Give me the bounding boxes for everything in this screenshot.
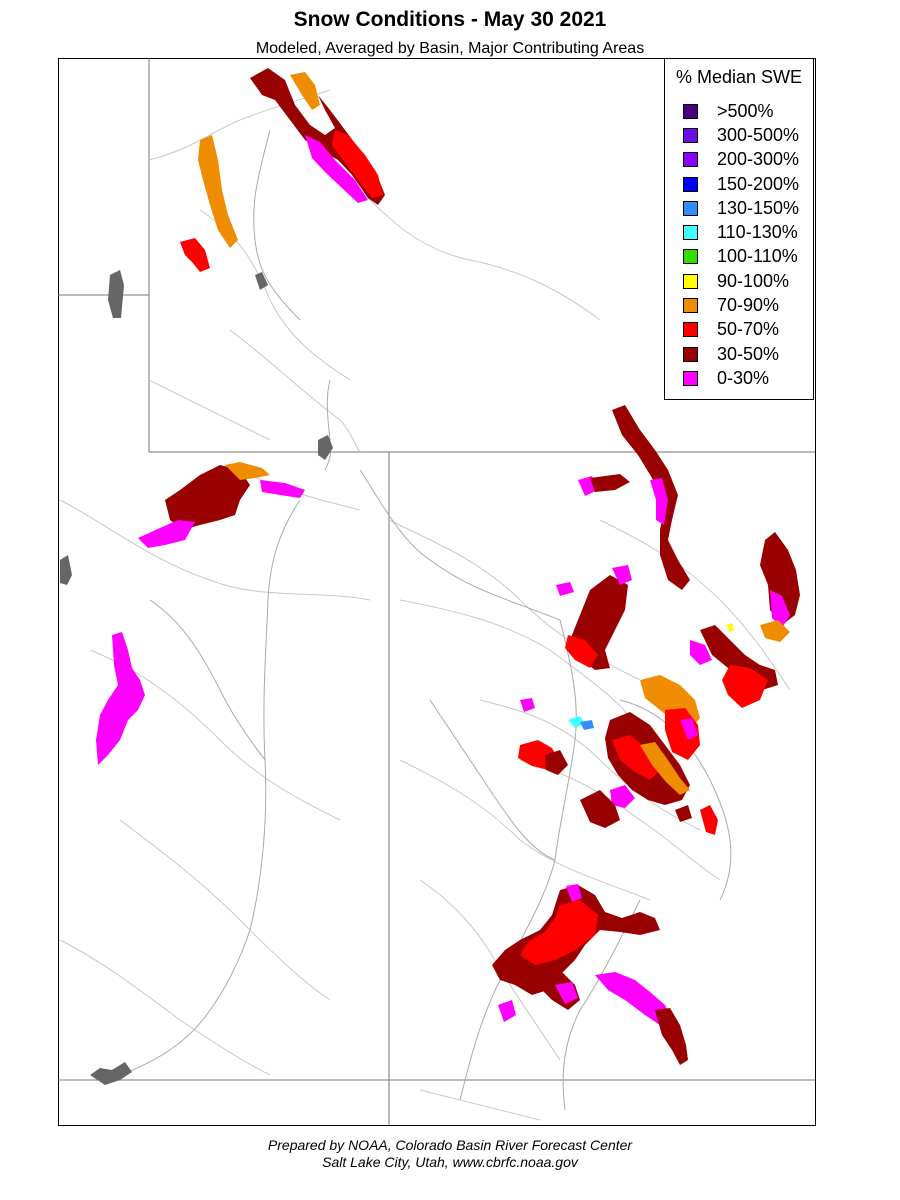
legend-label: 300-500%: [717, 124, 800, 145]
legend-swatch: [683, 152, 698, 168]
snow-region-central-west-0-30: [138, 520, 195, 548]
snow-region-90-100: [727, 623, 734, 632]
legend-swatch: [683, 200, 698, 216]
legend-item: 0-30%: [683, 366, 799, 390]
snow-region-se-strip-50-70: [700, 805, 718, 835]
water-bodies: [60, 270, 333, 1085]
snow-region-nw-strip-50-70: [180, 238, 210, 272]
legend-swatch: [683, 346, 698, 362]
snow-regions: [96, 68, 800, 1065]
legend-swatch: [683, 176, 698, 192]
snow-region-west-0-30: [96, 632, 145, 765]
legend-label: 50-70%: [717, 319, 780, 340]
snow-region-central-west-70-90: [225, 462, 270, 480]
snow-region-east-ridge-30-50: [612, 405, 690, 590]
legend-label: 130-150%: [717, 197, 800, 218]
legend-swatch: [683, 370, 698, 386]
snow-region-ce-upper-0-30b: [556, 582, 574, 596]
snow-region-ce-upper-50-70: [565, 635, 598, 668]
basin-boundaries: [59, 89, 791, 1121]
map-footer: Prepared by NOAA, Colorado Basin River F…: [0, 1137, 900, 1171]
legend-swatch: [683, 273, 698, 289]
snow-region-se-strip-30-50: [675, 805, 692, 822]
map-subtitle: Modeled, Averaged by Basin, Major Contri…: [255, 40, 645, 57]
legend-swatch: [683, 322, 698, 338]
snow-region-ne-0-30: [770, 590, 790, 628]
legend-label: 30-50%: [717, 343, 780, 364]
snow-region-ce-mid-0-30b: [610, 785, 635, 808]
snow-region-central-west-0-30b: [260, 480, 305, 498]
snow-region-south-0-30d: [498, 1000, 516, 1022]
legend-label: 110-130%: [717, 222, 798, 243]
snow-region-south-0-30b: [595, 972, 672, 1025]
legend-swatch: [683, 298, 698, 314]
legend-title: % Median SWE: [675, 67, 803, 87]
map-legend: % Median SWE >500% 300-500% 200-300% 150-20…: [664, 58, 814, 400]
legend-item: 70-90%: [683, 293, 799, 317]
legend-label: 100-110%: [717, 246, 798, 267]
legend-label: >500%: [717, 100, 774, 121]
legend-item: 100-110%: [683, 245, 799, 269]
snow-region-south-50-70: [520, 900, 598, 965]
snow-region-south-30-50b: [655, 1008, 688, 1065]
legend-swatch: [683, 127, 698, 143]
legend-item: 200-300%: [683, 148, 799, 172]
legend-item: 110-130%: [683, 220, 799, 244]
snow-region-wc-0-30: [520, 698, 535, 712]
legend-item: 50-70%: [683, 318, 799, 342]
snow-region-ne-0-30b: [690, 640, 712, 665]
snow-region-ce-mid-70-90b: [640, 742, 690, 795]
snow-region-130-150: [580, 720, 594, 730]
legend-swatch: [683, 225, 698, 241]
snow-region-ne-30-50: [760, 532, 800, 625]
legend-item: 30-50%: [683, 342, 799, 366]
legend-label: 200-300%: [717, 149, 800, 170]
snow-region-north-ridge-0-30: [305, 135, 368, 203]
legend-label: 0-30%: [717, 367, 770, 388]
snow-region-ce-upper-0-30: [612, 565, 632, 585]
snow-region-nw-strip-70-90: [198, 135, 238, 248]
legend-label: 150-200%: [717, 173, 800, 194]
snow-region-wc-30-50: [545, 750, 568, 775]
map-title: Snow Conditions - May 30 2021: [293, 8, 607, 31]
state-boundaries: [58, 58, 815, 1125]
snow-region-east-ridge-30-50b: [590, 474, 630, 492]
footer-credit: Prepared by NOAA, Colorado Basin River F…: [267, 1137, 633, 1153]
rivers: [119, 129, 732, 1111]
snow-region-ce-mid-0-30: [680, 718, 698, 740]
legend-item: 90-100%: [683, 269, 799, 293]
legend-list: >500% 300-500% 200-300% 150-200% 130-150% 110…: [683, 99, 799, 391]
snow-region-south-0-30c: [555, 982, 578, 1004]
legend-label: 70-90%: [717, 295, 780, 316]
snow-region-east-ridge-0-30: [650, 478, 668, 525]
snow-region-north-ridge-70-90: [290, 72, 320, 110]
legend-item: 150-200%: [683, 172, 799, 196]
legend-item: 130-150%: [683, 196, 799, 220]
legend-item: >500%: [683, 99, 799, 123]
footer-location: Salt Lake City, Utah, www.cbrfc.noaa.gov: [322, 1154, 578, 1170]
snow-region-ce-mid-30-50b: [580, 790, 620, 828]
snow-region-ne-50-70: [722, 665, 768, 708]
snow-region-north-ridge-50-70: [332, 130, 383, 198]
snow-region-central-west-30-50: [165, 465, 250, 530]
legend-swatch: [683, 249, 698, 265]
legend-item: 300-500%: [683, 123, 799, 147]
snow-region-south-0-30: [566, 884, 582, 902]
map-frame: [58, 58, 816, 1126]
legend-swatch: [683, 103, 698, 119]
legend-label: 90-100%: [717, 270, 790, 291]
snow-region-ce-mid-50-70b: [612, 735, 660, 780]
snow-region-110-130: [568, 716, 585, 728]
snow-region-ne-70-90: [760, 620, 790, 642]
